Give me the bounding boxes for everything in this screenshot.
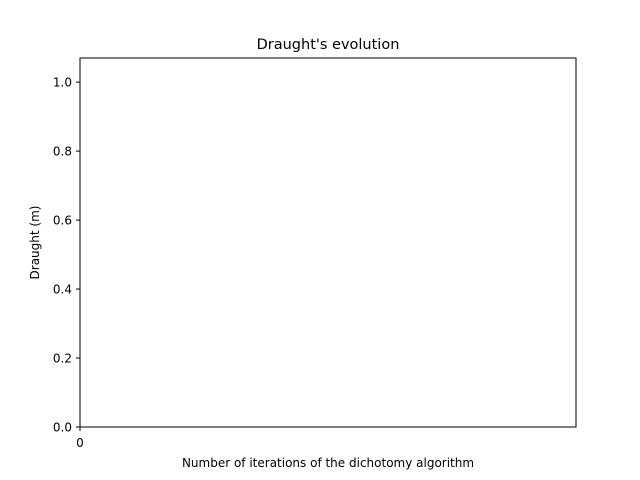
- axes-frame: [79, 57, 577, 428]
- y-tick-label: 0.0: [53, 421, 72, 435]
- y-axis-label: Draught (m): [28, 206, 42, 280]
- y-tick-label: 1.0: [53, 76, 72, 90]
- chart-title: Draught's evolution: [257, 37, 400, 53]
- y-tick-label: 0.2: [53, 352, 72, 366]
- x-axis: 0: [76, 427, 84, 450]
- x-tick-label: 0: [76, 436, 84, 450]
- y-tick-label: 0.6: [53, 214, 72, 228]
- x-axis-label: Number of iterations of the dichotomy al…: [182, 456, 474, 470]
- plot-area: [79, 57, 577, 428]
- y-tick-label: 0.4: [53, 283, 72, 297]
- y-axis: 0.0 0.2 0.4 0.6 0.8 1.0: [53, 76, 80, 435]
- y-tick-label: 0.8: [53, 145, 72, 159]
